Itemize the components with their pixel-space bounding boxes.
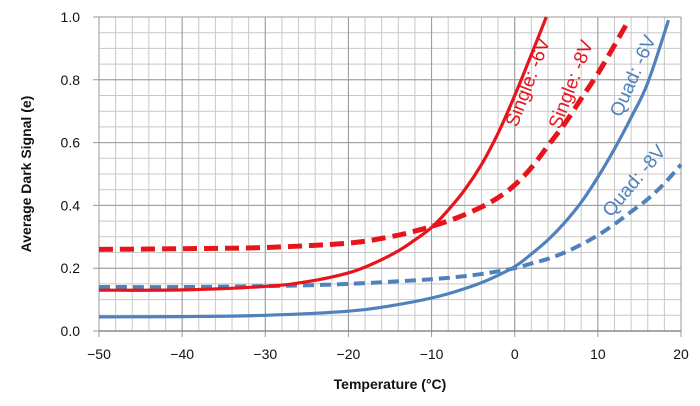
x-tick-label: 0 (511, 346, 519, 362)
x-tick-label: −10 (420, 346, 444, 362)
x-tick-labels: −50 −40 −30 −20 −10 0 10 20 (87, 346, 689, 362)
series-line-single-6v (98, 16, 548, 292)
y-tick-label: 0.0 (61, 323, 81, 339)
x-tick-label: 20 (673, 346, 689, 362)
series-layer (98, 16, 683, 319)
x-tick-label: 10 (590, 346, 606, 362)
x-tick-label: −50 (87, 346, 111, 362)
y-tick-label: 0.8 (61, 72, 81, 88)
x-tick-label: −30 (253, 346, 277, 362)
y-tick-label: 0.6 (61, 135, 81, 151)
label-single-6v: Single: -6V (502, 35, 555, 130)
axes (98, 17, 681, 332)
series-line-quad-8v (98, 163, 683, 290)
y-axis-title: Average Dark Signal (e) (18, 96, 34, 253)
minor-grid (98, 16, 682, 332)
y-tick-label: 1.0 (61, 9, 81, 25)
series-line-single-8v (98, 22, 630, 252)
series-line-quad-6v (98, 19, 671, 319)
y-tick-label: 0.2 (61, 260, 81, 276)
x-tick-label: −40 (170, 346, 194, 362)
x-tick-label: −20 (337, 346, 361, 362)
y-tick-label: 0.4 (61, 197, 81, 213)
y-tick-labels: 0.0 0.2 0.4 0.6 0.8 1.0 (61, 9, 81, 339)
x-axis-title: Temperature (°C) (334, 376, 447, 392)
